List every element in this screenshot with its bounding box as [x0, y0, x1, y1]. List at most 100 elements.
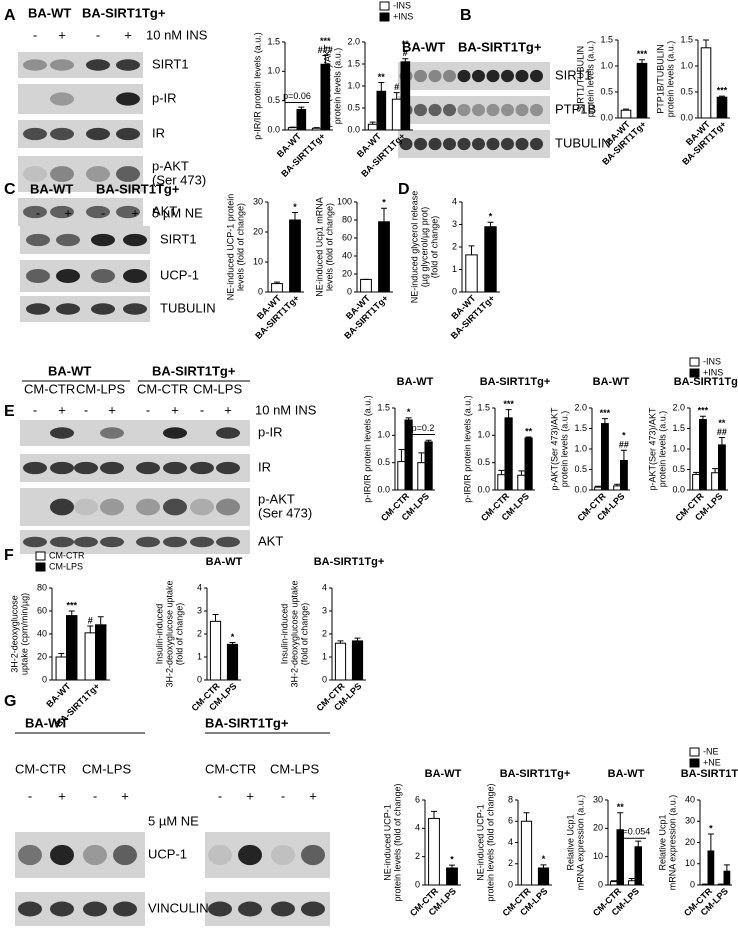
protein-label: (Ser 473)	[258, 505, 312, 520]
band	[457, 137, 471, 151]
y-tick-label: 0	[690, 879, 695, 889]
group-label: BA-WT	[402, 39, 445, 54]
significance-label: ***	[698, 406, 709, 416]
panel-letter: E	[4, 403, 15, 420]
error-bar	[595, 485, 602, 488]
legend-swatch	[379, 12, 390, 22]
y-axis-label: p-IR/IR protein levels (a.u.)	[362, 395, 372, 503]
lane-label: -	[33, 402, 37, 417]
legend-swatch	[35, 562, 46, 572]
band	[216, 536, 240, 548]
band	[208, 901, 232, 917]
legend-swatch	[689, 368, 700, 378]
y-tick-label: 6	[508, 816, 513, 826]
lane-label: -	[96, 27, 100, 42]
error-bar	[58, 653, 65, 657]
bar	[711, 472, 719, 491]
band	[216, 498, 240, 516]
y-axis-label: protein levels (a.u.)	[657, 411, 667, 488]
y-tick-label: 30	[685, 816, 695, 826]
y-tick-label: 1.0	[477, 430, 490, 440]
bar	[391, 98, 402, 131]
y-tick-label: 3	[322, 605, 327, 615]
chart-title: BA-SIRT1Tg+	[314, 556, 385, 568]
y-axis-label: 3H-2-deoxyglucose uptake	[164, 580, 174, 687]
band	[91, 303, 115, 315]
band	[414, 137, 427, 151]
band	[428, 103, 442, 117]
y-axis-label: protein levels (a.u.)	[559, 411, 569, 488]
y-tick-label: 60	[342, 232, 352, 242]
y-axis-label: 3H-2-deoxyglucose uptake	[289, 580, 299, 687]
bar	[424, 441, 433, 491]
bar	[520, 820, 533, 886]
band	[50, 536, 74, 548]
y-tick-label: 0	[258, 286, 263, 296]
band	[530, 137, 543, 151]
error-bar	[505, 409, 512, 418]
protein-label: AKT	[152, 203, 177, 218]
band	[50, 461, 74, 475]
bar	[700, 47, 712, 119]
band	[501, 137, 514, 151]
protein-label: PTP1B	[555, 101, 596, 116]
error-bar	[723, 864, 730, 872]
band	[216, 461, 240, 475]
lane-label: +	[121, 788, 129, 803]
y-tick-label: 1.5	[574, 423, 587, 433]
band	[457, 103, 471, 117]
error-bar	[337, 640, 344, 644]
y-tick-label: 0.0	[680, 112, 693, 122]
lane-label: -	[146, 402, 150, 417]
bar	[517, 474, 526, 491]
x-tick-label: BA-WT	[44, 681, 73, 710]
band	[414, 103, 427, 117]
y-tick-label: 60	[37, 605, 47, 615]
protein-label: p-IR	[152, 90, 177, 105]
band	[23, 59, 47, 71]
y-tick-label: 2.0	[672, 402, 685, 412]
significance-label: ***	[600, 408, 611, 418]
y-axis-label: mRNA expression (a.u.)	[667, 795, 677, 891]
y-tick-label: 0.0	[267, 124, 280, 134]
lane-label: +	[58, 788, 66, 803]
treatment-label: 10 nM INS	[255, 402, 317, 417]
band	[74, 498, 98, 516]
y-tick-label: 1.0	[377, 430, 390, 440]
band	[163, 536, 187, 548]
lane-label: +	[124, 27, 132, 42]
y-axis-label: p-IR/IR protein levels (a.u.)	[252, 32, 262, 140]
y-tick-label: 0.5	[672, 464, 685, 474]
band	[123, 268, 147, 284]
significance-label: *	[407, 407, 411, 417]
chart-title: BA-SIRT1Tg+	[480, 376, 551, 388]
band	[50, 205, 74, 219]
y-tick-label: 0	[415, 879, 420, 889]
band	[56, 303, 80, 315]
band	[123, 303, 147, 315]
y-tick-label: 0.5	[574, 464, 587, 474]
band	[472, 69, 485, 83]
bar	[484, 226, 497, 293]
error-bar	[274, 281, 280, 284]
y-axis-label: p-AKT(Ser 473)/AKT	[322, 44, 332, 128]
y-tick-label: 30	[253, 196, 263, 206]
y-tick-label: 1.0	[672, 443, 685, 453]
y-axis-label: NE-induced UCP-1	[382, 804, 392, 881]
bar	[524, 437, 533, 491]
protein-label: (Ser 473)	[152, 172, 206, 187]
y-tick-label: 0.5	[600, 86, 613, 96]
chart-title: BA-SIRT1Tg+	[500, 768, 571, 780]
band	[530, 103, 543, 117]
error-bar	[518, 470, 525, 476]
y-tick-label: 10	[685, 858, 695, 868]
y-tick-label: 100	[337, 196, 352, 206]
y-tick-label: 20	[253, 226, 263, 236]
lane-label: +	[246, 788, 254, 803]
panel-letter: C	[4, 181, 16, 198]
band	[113, 901, 137, 917]
bar	[504, 417, 513, 491]
band	[100, 461, 124, 475]
x-tick-label: BA-SIRT1Tg+	[279, 131, 327, 179]
